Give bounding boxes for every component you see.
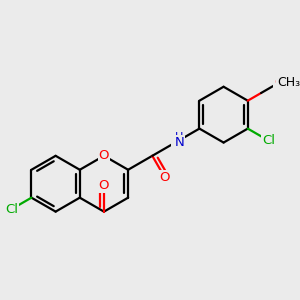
Text: Cl: Cl [5, 202, 18, 216]
Text: H: H [172, 135, 181, 148]
Text: O: O [160, 171, 170, 184]
Text: O: O [99, 178, 109, 192]
Text: H: H [175, 132, 184, 142]
Text: O: O [274, 76, 284, 89]
Text: O: O [99, 149, 109, 162]
Text: N: N [175, 136, 184, 149]
Text: Cl: Cl [262, 134, 275, 147]
Text: CH₃: CH₃ [277, 76, 300, 89]
